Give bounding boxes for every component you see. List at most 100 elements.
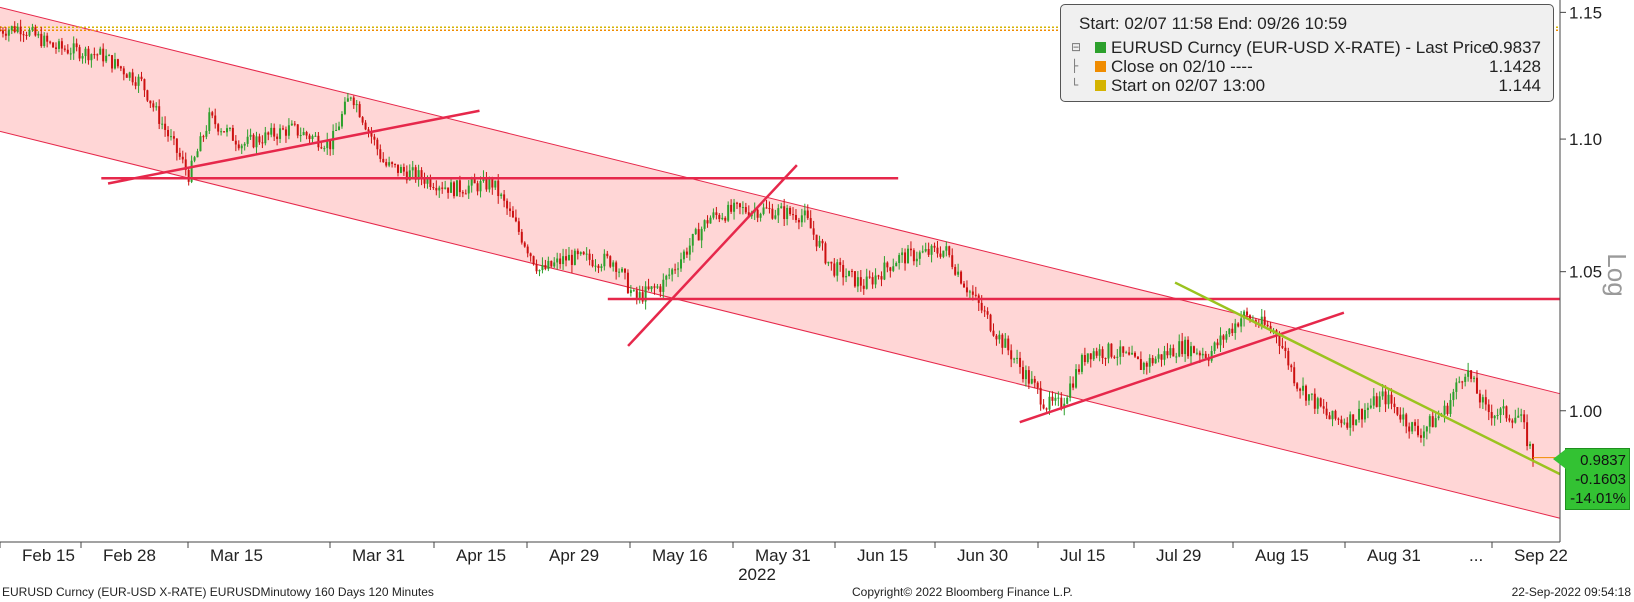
candle-body [202,136,205,138]
y-tick-label: 1.00 [1569,402,1602,421]
price-change-value: -0.1603 [1575,471,1626,488]
x-tick-label: May 31 [755,546,811,565]
x-tick-label: Sep 22 [1514,546,1568,565]
candle-body [1110,343,1113,357]
candle-body [1086,353,1089,363]
candle-body [408,170,411,181]
candle-body [1302,385,1305,391]
candle-body [379,149,382,159]
legend-row-last-price[interactable]: ⊟ EURUSD Curncy (EUR-USD X-RATE) - Last … [1071,38,1541,58]
candle-body [1204,353,1207,358]
candle-body [942,250,945,257]
candle-body [1484,397,1487,405]
candle-body [358,104,361,118]
candle-body [196,151,199,158]
candle-body [1508,418,1511,421]
x-tick-label: Jul 29 [1156,546,1201,565]
candle-body [125,74,128,78]
candle-body [1381,391,1384,397]
x-tick-label: Apr 15 [456,546,506,565]
candle-body [246,136,249,144]
candle-body [821,240,824,244]
x-tick-label: Feb 15 [22,546,75,565]
candle-body [945,246,948,251]
candle-body [1493,415,1496,419]
candle-body [497,180,500,197]
candle-body [500,194,503,197]
candle-body [909,248,912,251]
green-square-icon [1095,42,1106,53]
candle-body [1313,393,1316,409]
candle-body [1278,336,1281,347]
candle-body [1422,431,1425,438]
legend-row-close[interactable]: ├ Close on 02/10 ---- 1.1428 [1071,57,1541,77]
candle-body [783,206,786,220]
candle-body [1467,370,1470,377]
candle-body [995,335,998,340]
candle-body [25,34,28,36]
candle-body [603,253,606,267]
candle-body [223,131,226,133]
candle-body [1299,388,1302,391]
candle-body [111,55,114,69]
candle-body [1384,391,1387,405]
candle-body [214,115,217,125]
candle-body [1481,397,1484,403]
candle-body [845,276,848,278]
candle-body [485,177,488,190]
candle-body [503,194,506,201]
candle-body [671,269,674,275]
x-tick-label: Apr 29 [549,546,599,565]
candle-body [971,291,974,295]
candle-body [1408,426,1411,432]
candle-body [267,132,270,135]
candle-body [1304,385,1307,401]
candle-body [877,275,880,277]
candle-body [494,180,497,188]
candle-body [1195,352,1198,354]
candle-body [467,185,470,194]
candle-body [1089,353,1092,360]
candle-body [933,245,936,248]
candle-body [255,136,258,148]
candle-body [355,104,358,106]
legend-row-start[interactable]: └ Start on 02/07 13:00 1.144 [1071,76,1541,96]
candle-body [1502,406,1505,409]
candle-body [615,262,618,272]
candle-body [458,180,461,193]
candle-body [511,210,514,218]
candle-body [1042,404,1045,409]
y-tick-label: 1.10 [1569,130,1602,149]
candle-body [1490,412,1493,419]
candle-body [506,200,509,209]
candle-body [1352,414,1355,426]
candle-body [78,47,81,59]
legend[interactable]: Start: 02/07 11:58 End: 09/26 10:59 ⊟ EU… [1060,4,1554,102]
candle-body [803,210,806,216]
candle-body [453,182,455,197]
candle-body [69,53,72,55]
candle-body [1355,419,1358,426]
candle-body [1128,352,1131,355]
candle-body [1449,400,1452,414]
candle-body [880,276,883,280]
candle-body [650,286,653,290]
candle-body [394,163,397,165]
candle-body [703,220,706,229]
candle-body [712,212,715,218]
candle-body [1478,393,1481,403]
candle-body [1222,335,1225,340]
candle-body [252,134,255,148]
candle-body [1393,403,1396,408]
candle-body [1505,406,1508,419]
candle-body [87,48,90,61]
collapse-icon[interactable]: ⊟ [1071,40,1082,54]
candle-body [290,123,293,126]
candle-body [1021,367,1024,380]
candle-body [1378,396,1381,407]
candle-body [1069,383,1072,398]
candle-body [824,243,827,264]
x-tick-label: ... [1469,546,1483,565]
x-tick-label: Jul 15 [1060,546,1105,565]
channel-fill [0,7,1560,519]
